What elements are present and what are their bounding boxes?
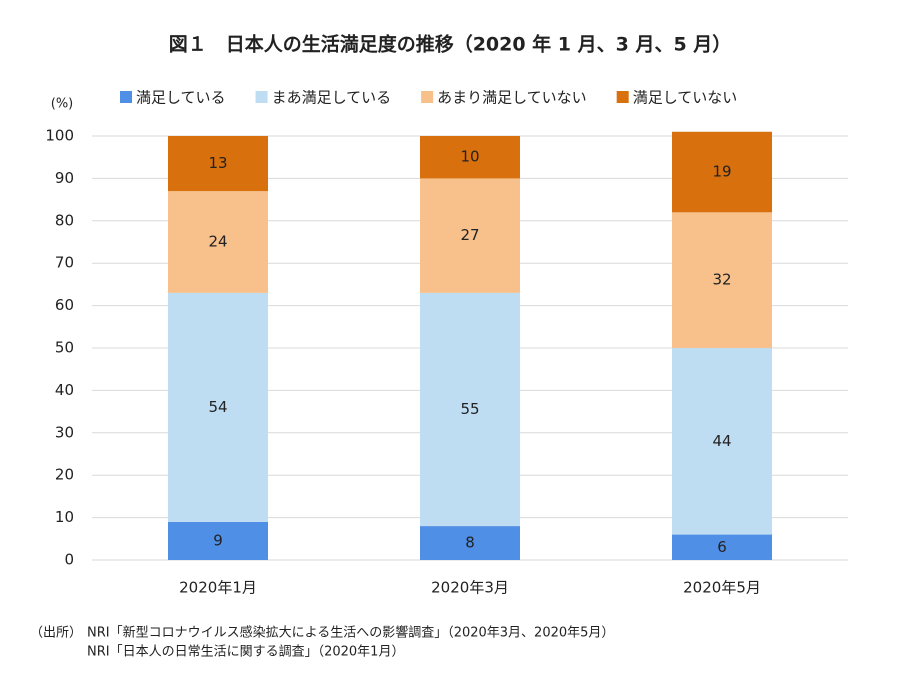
y-tick-label: 90 <box>55 169 74 187</box>
y-unit: (%) <box>51 97 74 112</box>
source-line: NRI「新型コロナウイルス感染拡大による生活への影響調査」（2020年3月、20… <box>87 625 614 641</box>
data-label: 32 <box>712 271 731 289</box>
bar-segment <box>168 136 268 192</box>
bar-segment <box>672 131 772 213</box>
bar-segment <box>672 212 772 348</box>
data-label: 44 <box>712 432 731 450</box>
source-line: NRI「日本人の日常生活に関する調査」（2020年1月） <box>87 645 404 660</box>
legend-swatch <box>616 91 629 103</box>
y-tick-label: 70 <box>55 254 74 272</box>
x-tick-label: 2020年3月 <box>431 579 509 597</box>
x-tick-label: 2020年5月 <box>683 579 761 597</box>
bar-segment <box>672 534 772 560</box>
data-label: 55 <box>460 400 479 418</box>
legend-label: 満足している <box>136 89 226 107</box>
bar-segment <box>168 292 268 522</box>
data-label: 27 <box>460 226 479 244</box>
y-tick-label: 10 <box>55 508 74 526</box>
legend-label: まあ満足している <box>272 89 392 107</box>
data-label: 6 <box>717 538 727 556</box>
data-label: 9 <box>213 531 223 549</box>
data-label: 10 <box>460 148 479 166</box>
legend-swatch <box>421 91 434 103</box>
data-label: 54 <box>208 398 227 416</box>
x-tick-label: 2020年1月 <box>179 579 257 597</box>
bar-segment <box>420 178 520 293</box>
y-tick-label: 40 <box>55 381 74 399</box>
chart-title: 図１ 日本人の生活満足度の推移（2020 年 1 月、3 月、5 月） <box>169 33 732 56</box>
bar-segment <box>420 526 520 560</box>
data-label: 19 <box>712 163 731 181</box>
bar-segment <box>168 521 268 560</box>
data-label: 8 <box>465 534 475 552</box>
legend-swatch <box>255 91 268 103</box>
data-label: 24 <box>208 233 227 251</box>
bar-segment <box>420 136 520 179</box>
y-tick-label: 50 <box>55 339 74 357</box>
source-label: （出所） <box>30 626 82 641</box>
y-tick-label: 100 <box>45 127 74 145</box>
legend-swatch <box>120 91 132 103</box>
y-tick-label: 30 <box>55 423 74 441</box>
legend-label: あまり満足していない <box>437 89 587 107</box>
y-tick-label: 20 <box>55 466 74 484</box>
y-tick-label: 80 <box>55 211 74 229</box>
bar-segment <box>168 191 268 293</box>
y-tick-label: 0 <box>64 551 74 569</box>
data-label: 13 <box>208 154 227 172</box>
legend-label: 満足していない <box>633 89 738 107</box>
bar-segment <box>420 292 520 527</box>
y-tick-label: 60 <box>55 296 74 314</box>
bar-segment <box>672 348 772 535</box>
